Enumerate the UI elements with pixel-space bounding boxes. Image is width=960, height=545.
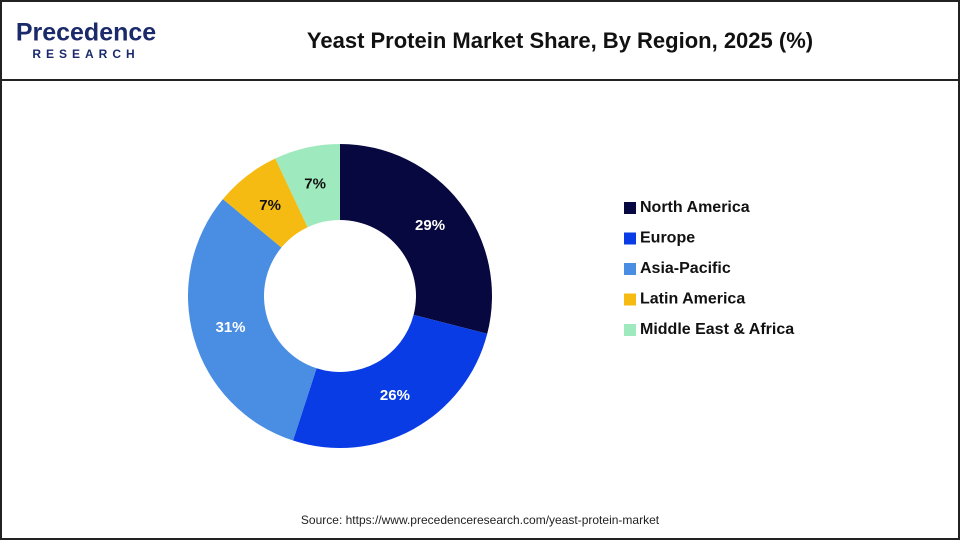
source-note: Source: https://www.precedenceresearch.c…	[301, 513, 660, 527]
data-label: 31%	[216, 319, 246, 336]
legend-label: North America	[640, 199, 750, 216]
legend-swatch	[624, 202, 636, 214]
chart-title: Yeast Protein Market Share, By Region, 2…	[307, 28, 813, 53]
legend-label: Latin America	[640, 291, 745, 308]
legend-swatch	[624, 232, 636, 245]
donut-slice	[187, 199, 317, 441]
legend-swatch	[624, 263, 636, 275]
legend-swatch	[624, 293, 636, 306]
donut-slice	[340, 144, 492, 334]
legend-label: Middle East & Africa	[640, 321, 794, 338]
donut-slice	[222, 158, 308, 248]
data-label: 26%	[380, 387, 410, 404]
logo-name: Precedence	[16, 19, 156, 47]
legend-label: Europe	[640, 230, 695, 247]
legend-swatch	[624, 324, 636, 336]
donut-slice	[293, 314, 488, 448]
legend-label: Asia-Pacific	[640, 260, 731, 277]
data-label: 7%	[259, 197, 281, 214]
donut-slice	[275, 144, 340, 228]
data-label: 7%	[304, 176, 326, 193]
data-label: 29%	[415, 217, 445, 234]
logo-sub: RESEARCH	[32, 47, 139, 61]
